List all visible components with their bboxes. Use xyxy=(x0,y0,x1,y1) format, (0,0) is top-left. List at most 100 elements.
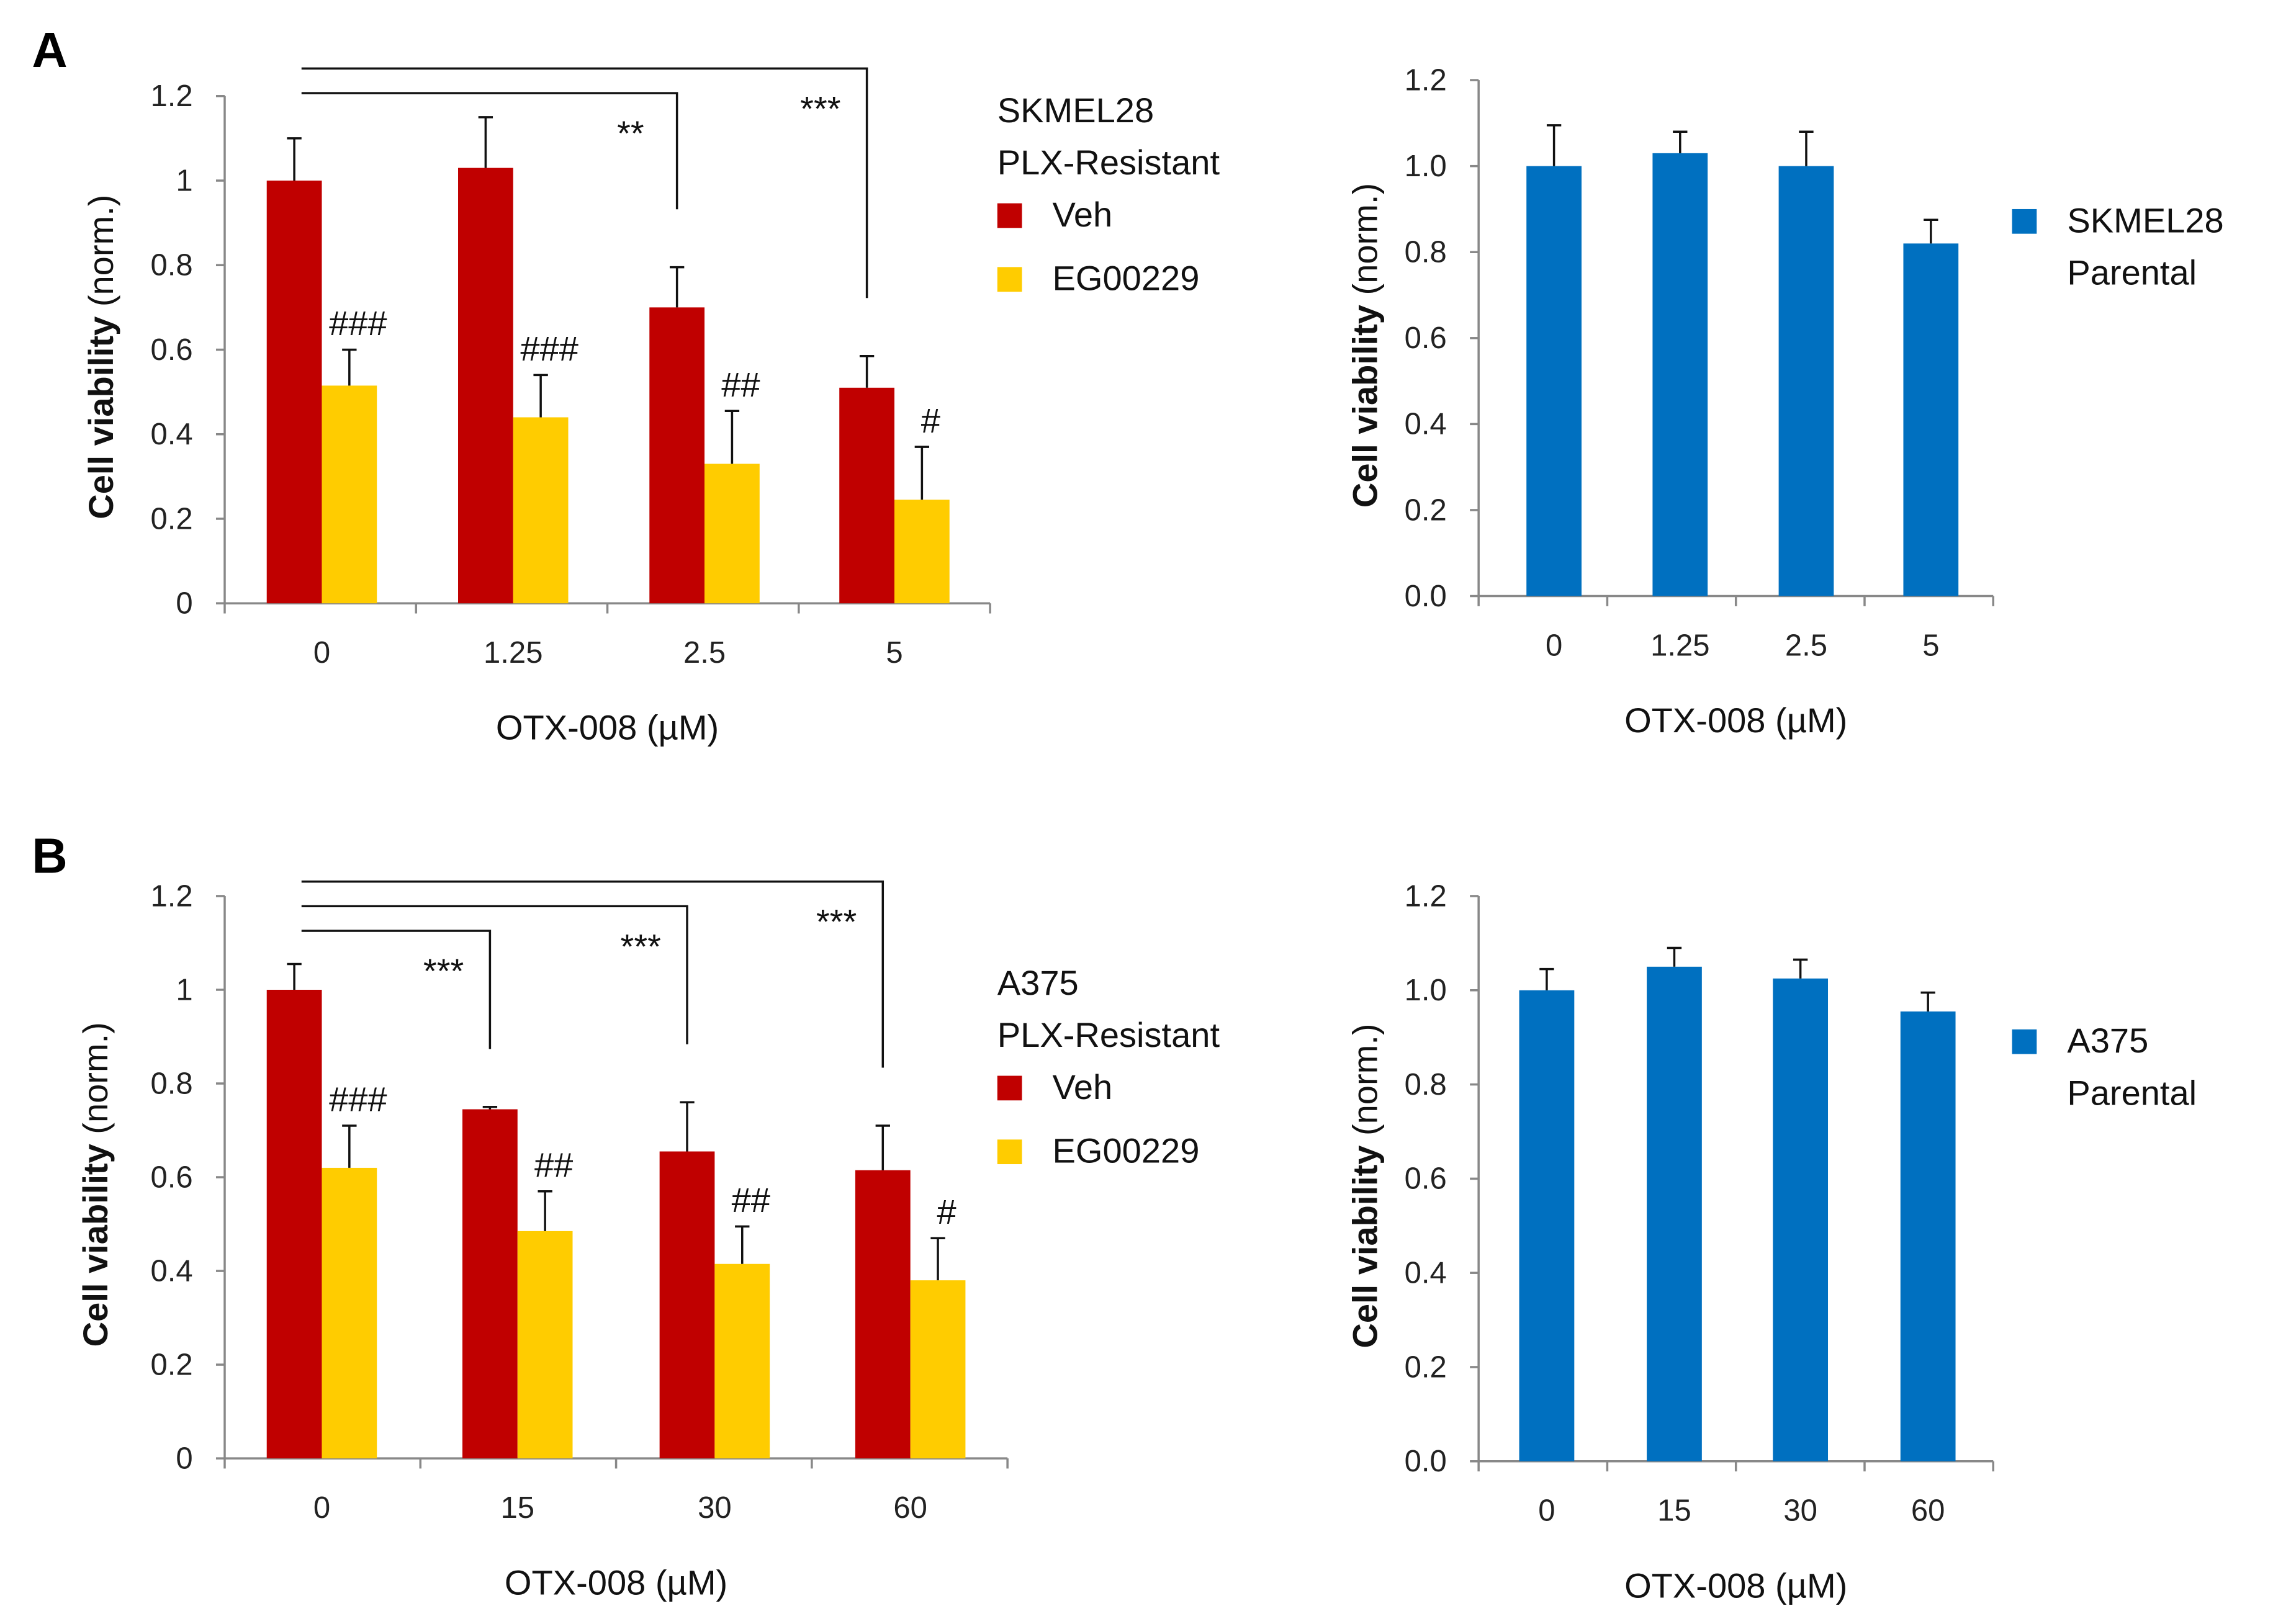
legend-label: A375 xyxy=(2067,1021,2148,1060)
legend-title: PLX-Resistant xyxy=(997,143,1220,182)
legend-swatch xyxy=(2012,209,2037,234)
y-tick-label: 0.8 xyxy=(1405,1068,1447,1101)
legend-label: Veh xyxy=(1053,1067,1113,1106)
legend-label: SKMEL28 xyxy=(2067,200,2223,240)
y-tick-label: 0.6 xyxy=(1405,321,1447,355)
legend-label: Veh xyxy=(1053,195,1113,234)
legend-label: EG00229 xyxy=(1053,259,1200,298)
legend-label: EG00229 xyxy=(1053,1131,1200,1170)
legend-label: Parental xyxy=(2067,253,2197,292)
y-axis-label-bold: Cell viability xyxy=(1346,1146,1385,1348)
significance-bracket xyxy=(301,880,884,1068)
y-axis-label-bold: Cell viability xyxy=(81,316,120,519)
significance-stars: ** xyxy=(617,114,644,153)
y-tick-label: 0.8 xyxy=(150,1067,192,1100)
bar-eg00229 xyxy=(714,1263,770,1459)
x-axis-label: OTX-008 (µM) xyxy=(505,1563,727,1602)
significance-bracket xyxy=(301,930,492,1049)
legend-swatch xyxy=(2012,1029,2037,1054)
y-tick-label: 0.8 xyxy=(150,249,192,282)
bar-veh xyxy=(649,307,705,604)
legend-swatch xyxy=(997,1139,1022,1165)
bar-a375 xyxy=(1900,1011,1956,1461)
x-tick-label: 15 xyxy=(500,1491,534,1525)
y-axis-label-bold: Cell viability xyxy=(76,1144,115,1347)
x-tick-label: 0 xyxy=(313,1491,330,1525)
bar-eg00229 xyxy=(894,500,950,604)
bar-skmel28 xyxy=(1778,166,1834,596)
bar-eg00229 xyxy=(322,1167,377,1459)
x-tick-label: 30 xyxy=(698,1491,732,1525)
x-tick-label: 0 xyxy=(1538,1494,1555,1528)
y-tick-label: 0.2 xyxy=(1405,1350,1447,1384)
bar-a375 xyxy=(1519,990,1575,1461)
significance-stars: *** xyxy=(816,902,857,941)
y-tick-label: 0.6 xyxy=(150,1160,192,1194)
y-tick-label: 0.4 xyxy=(1405,1257,1447,1290)
y-axis-label: Cell viability (norm.) xyxy=(1346,1023,1385,1348)
bar-veh xyxy=(458,168,513,604)
significance-bracket xyxy=(301,92,678,210)
chart-b: 0 0.2 0.4 0.6 0.8 1 1.2 0 15 30 60 OTX-008 (µM) Cell… xyxy=(76,879,1220,1602)
bar-skmel28 xyxy=(1652,153,1708,596)
significance-mark: # xyxy=(921,401,940,440)
significance-mark: # xyxy=(937,1192,956,1231)
x-axis-label: OTX-008 (µM) xyxy=(1624,701,1847,740)
significance-mark: ## xyxy=(534,1145,573,1184)
y-tick-label: 0 xyxy=(176,1442,192,1475)
significance-bracket xyxy=(301,905,688,1044)
y-tick-label: 0.2 xyxy=(150,502,192,536)
bar-veh xyxy=(462,1109,518,1459)
x-tick-label: 0 xyxy=(313,636,330,670)
bar-veh xyxy=(855,1170,911,1459)
bar-skmel28 xyxy=(1903,243,1959,596)
y-tick-label: 1.0 xyxy=(1405,974,1447,1007)
legend-swatch xyxy=(997,1075,1022,1101)
chart-a: 0 0.2 0.4 0.6 0.8 1 1.2 0 1.25 2.5 5 OTX-008 (µM) Ce… xyxy=(81,67,1220,747)
y-tick-label: 0 xyxy=(176,587,192,621)
y-axis-label-unit: (norm.) xyxy=(1346,1023,1385,1145)
x-tick-label: 60 xyxy=(893,1491,927,1525)
y-axis-label-unit: (norm.) xyxy=(81,195,120,316)
y-tick-label: 0.8 xyxy=(1405,236,1447,269)
bar-veh xyxy=(839,387,894,604)
bar-eg00229 xyxy=(910,1280,966,1459)
x-axis-label: OTX-008 (µM) xyxy=(496,708,719,747)
x-tick-label: 2.5 xyxy=(1785,629,1827,662)
y-tick-label: 0.2 xyxy=(1405,493,1447,527)
legend-swatch xyxy=(997,203,1022,228)
y-axis-label: Cell viability (norm.) xyxy=(1346,183,1385,508)
significance-mark: ### xyxy=(329,303,387,343)
y-axis-label: Cell viability (norm.) xyxy=(81,195,120,519)
chart-b-right: 0.0 0.2 0.4 0.6 0.8 1.0 1.2 0 15 30 60 OTX-008 (µM)… xyxy=(1346,879,2197,1605)
y-tick-label: 1 xyxy=(176,973,192,1007)
significance-mark: ## xyxy=(721,365,760,404)
x-tick-label: 0 xyxy=(1546,629,1562,662)
x-tick-label: 2.5 xyxy=(683,636,726,670)
y-tick-label: 1.2 xyxy=(1405,63,1447,97)
significance-stars: *** xyxy=(621,926,661,966)
y-tick-label: 1.2 xyxy=(1405,879,1447,913)
x-tick-label: 5 xyxy=(1922,629,1939,662)
x-tick-label: 1.25 xyxy=(484,636,542,670)
significance-bracket xyxy=(301,67,868,298)
significance-mark: ### xyxy=(329,1080,387,1119)
x-tick-label: 1.25 xyxy=(1650,629,1709,662)
y-tick-label: 0.6 xyxy=(150,333,192,367)
x-tick-label: 30 xyxy=(1783,1494,1817,1528)
y-tick-label: 1.2 xyxy=(150,79,192,113)
y-tick-label: 1.2 xyxy=(150,879,192,913)
y-tick-label: 0.4 xyxy=(150,1254,192,1288)
y-axis-label-bold: Cell viability xyxy=(1346,305,1385,508)
legend-title: A375 xyxy=(997,963,1079,1002)
bar-eg00229 xyxy=(704,464,760,604)
bar-veh xyxy=(266,181,322,604)
legend-label: Parental xyxy=(2067,1073,2197,1112)
y-axis-label-unit: (norm.) xyxy=(76,1022,115,1144)
significance-mark: ## xyxy=(732,1180,770,1219)
y-tick-label: 1.0 xyxy=(1405,150,1447,183)
significance-stars: *** xyxy=(423,951,464,990)
y-tick-label: 0.4 xyxy=(150,418,192,451)
y-tick-label: 1 xyxy=(176,164,192,197)
significance-mark: ### xyxy=(520,329,578,368)
